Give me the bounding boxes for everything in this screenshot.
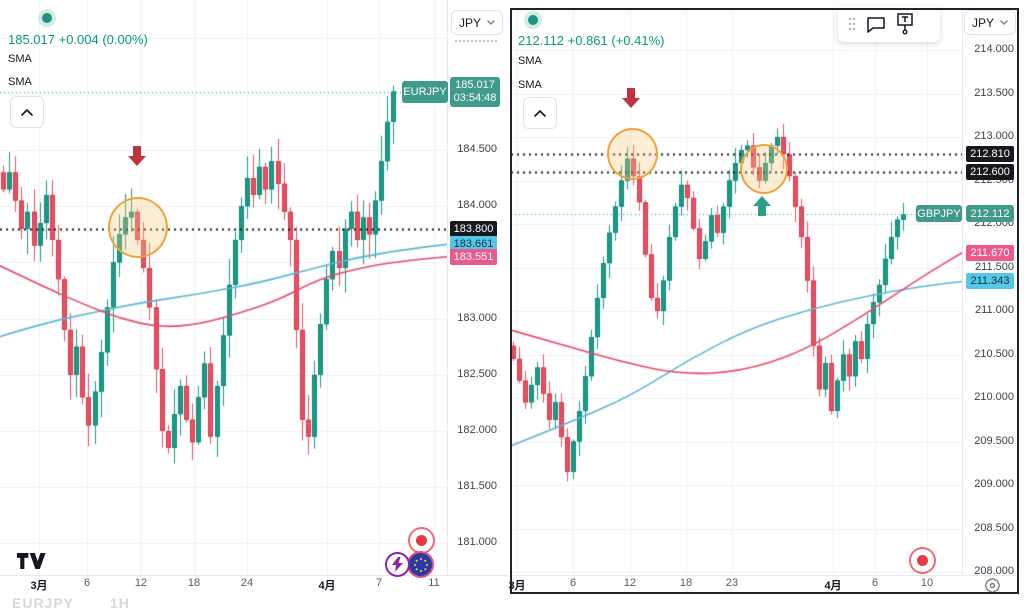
- left-axis-separator: [447, 0, 448, 575]
- x-axis-label: 4月: [318, 580, 336, 592]
- y-axis-label: 210.500: [974, 347, 1014, 360]
- symbol-status-dot[interactable]: [38, 9, 56, 27]
- y-axis-label: 181.500: [457, 480, 497, 493]
- highlight-circle-annotation[interactable]: [607, 128, 658, 180]
- x-axis-label: 10: [920, 577, 934, 589]
- event-lightning-icon[interactable]: [385, 552, 410, 577]
- currency-dropdown-value: JPY: [972, 15, 995, 30]
- current-price-value: 185.017: [455, 78, 495, 91]
- price-level-tag: 212.600: [966, 163, 1014, 180]
- floating-drawing-toolbar: [838, 6, 940, 42]
- price-level-tag: 211.670: [966, 244, 1014, 261]
- comment-icon[interactable]: [866, 16, 886, 33]
- left-timeaxis-separator: [0, 575, 508, 576]
- indicator-label-sma1[interactable]: SMA: [518, 55, 542, 67]
- current-price-tag[interactable]: 212.112: [966, 205, 1014, 223]
- currency-dropdown[interactable]: JPY: [451, 10, 503, 35]
- price-level-tag: 183.551: [450, 248, 497, 265]
- y-axis-label: 181.000: [457, 536, 497, 549]
- up-arrow-annotation[interactable]: [752, 195, 772, 217]
- price-level-tag: 183.661: [450, 236, 497, 253]
- right-timeaxis-separator: [511, 575, 1019, 576]
- y-axis-label: 211.500: [975, 260, 1014, 273]
- y-axis-label: 214.000: [974, 43, 1014, 55]
- x-axis-label: 12: [623, 577, 637, 589]
- x-axis-label: 6: [83, 577, 91, 589]
- gbpjpy-chart-canvas[interactable]: [511, 9, 962, 575]
- jpy-flag-icon[interactable]: [408, 527, 435, 554]
- x-axis-label: 18: [187, 577, 201, 589]
- symbol-status-dot[interactable]: [524, 11, 542, 29]
- y-axis-label: 213.000: [974, 130, 1014, 142]
- indicator-label-sma2[interactable]: SMA: [8, 76, 32, 88]
- y-axis-label: 208.000: [974, 565, 1014, 577]
- chevron-up-icon: [533, 109, 547, 117]
- collapsed-axis-dashes: [455, 40, 497, 42]
- y-axis-label: 184.000: [457, 199, 497, 212]
- quote-line: 185.017 +0.004 (0.00%): [8, 32, 148, 47]
- y-axis-label: 183.000: [457, 311, 497, 324]
- collapse-panel-button[interactable]: [10, 96, 44, 128]
- chevron-down-icon: [487, 20, 495, 25]
- x-axis-label: 3月: [508, 580, 526, 592]
- gear-icon[interactable]: [984, 577, 1001, 594]
- x-axis-label: 6: [569, 577, 577, 589]
- x-axis-label: 18: [679, 577, 693, 589]
- currency-dropdown-value: JPY: [459, 15, 482, 30]
- indicator-label-sma2[interactable]: SMA: [518, 79, 542, 91]
- tradingview-logo-icon[interactable]: [16, 552, 46, 570]
- current-price-tag[interactable]: 185.017 03:54:48: [450, 76, 500, 107]
- watermark-symbol: EURJPY: [12, 595, 75, 610]
- y-axis-label: 213.500: [974, 86, 1014, 99]
- x-axis-label: 23: [725, 577, 739, 589]
- highlight-circle-annotation[interactable]: [108, 197, 168, 258]
- y-axis-label: 184.500: [457, 143, 497, 155]
- down-arrow-annotation[interactable]: [127, 145, 147, 167]
- eurjpy-chart-canvas[interactable]: [0, 0, 447, 575]
- eur-flag-icon[interactable]: [407, 551, 434, 578]
- x-axis-label: 12: [134, 577, 148, 589]
- symbol-price-tag[interactable]: EURJPY: [402, 80, 448, 103]
- price-level-tag: 212.810: [966, 145, 1014, 162]
- price-level-tag: 183.800: [450, 220, 497, 237]
- watermark-interval: 1H: [110, 595, 130, 610]
- y-axis-label: 208.500: [974, 521, 1014, 534]
- down-arrow-annotation[interactable]: [621, 87, 641, 109]
- bar-countdown: 03:54:48: [453, 91, 497, 104]
- collapse-panel-button[interactable]: [523, 97, 557, 129]
- highlight-circle-annotation[interactable]: [740, 144, 788, 194]
- y-axis-label: 210.000: [974, 391, 1014, 403]
- y-axis-label: 209.500: [974, 434, 1014, 447]
- x-axis-label: 3月: [30, 580, 48, 592]
- right-axis-separator: [962, 9, 963, 575]
- chevron-up-icon: [20, 108, 34, 116]
- quote-line: 212.112 +0.861 (+0.41%): [518, 33, 665, 48]
- symbol-price-tag[interactable]: GBPJPY: [916, 205, 962, 223]
- x-axis-label: 11: [428, 577, 440, 589]
- y-axis-label: 182.000: [457, 424, 497, 436]
- currency-dropdown[interactable]: JPY: [964, 10, 1016, 35]
- x-axis-label: 24: [240, 577, 254, 589]
- indicator-label-sma1[interactable]: SMA: [8, 53, 32, 65]
- x-axis-label: 4月: [824, 580, 842, 592]
- price-level-tag: 211.343: [966, 273, 1014, 290]
- x-axis-label: 7: [375, 577, 383, 589]
- jpy-flag-icon[interactable]: [909, 547, 936, 574]
- x-axis-label: 6: [871, 577, 879, 589]
- drag-handle-icon[interactable]: [848, 17, 856, 31]
- text-anchor-tool-icon[interactable]: [896, 13, 914, 35]
- y-axis-label: 182.500: [457, 367, 497, 380]
- chevron-down-icon: [1000, 20, 1008, 25]
- y-axis-label: 209.000: [974, 478, 1014, 490]
- y-axis-label: 211.000: [975, 304, 1014, 316]
